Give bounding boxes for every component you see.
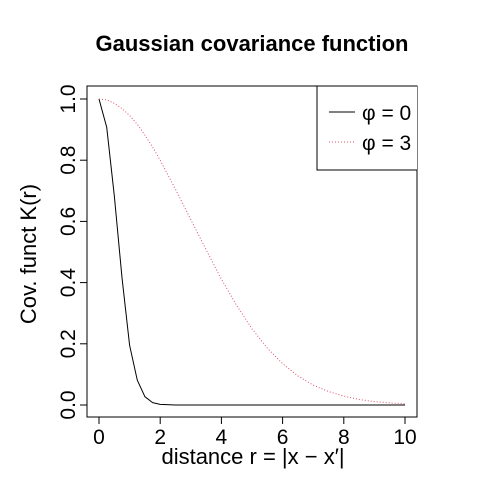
y-tick-label: 0.8 xyxy=(57,146,80,175)
chart-title: Gaussian covariance function xyxy=(96,31,409,56)
x-tick-label: 6 xyxy=(277,426,289,449)
y-tick-label: 0.0 xyxy=(57,390,80,419)
y-tick-label: 0.2 xyxy=(57,329,80,358)
legend: φ = 0 φ = 3 xyxy=(316,86,417,171)
x-axis: 0 2 4 6 8 10 xyxy=(93,416,417,449)
x-tick-label: 4 xyxy=(216,426,228,449)
x-tick-label: 2 xyxy=(154,426,166,449)
x-tick-label: 0 xyxy=(93,426,105,449)
y-axis-label: Cov. funct K(r) xyxy=(16,184,41,324)
series-line-1 xyxy=(98,98,405,406)
series-layer xyxy=(98,98,406,406)
x-tick-label: 8 xyxy=(338,426,350,449)
y-tick-label: 0.4 xyxy=(57,268,80,298)
y-tick-label: 1.0 xyxy=(57,84,80,113)
legend-box xyxy=(316,86,417,171)
legend-label-series-1: φ = 0 xyxy=(362,102,411,125)
y-axis: 0.0 0.2 0.4 0.6 0.8 1.0 xyxy=(57,84,88,420)
x-axis-label: distance r = |x − x′| xyxy=(161,444,344,469)
legend-label-series-2: φ = 3 xyxy=(362,132,411,155)
x-tick-label: 10 xyxy=(393,426,416,449)
y-tick-label: 0.6 xyxy=(57,207,80,236)
